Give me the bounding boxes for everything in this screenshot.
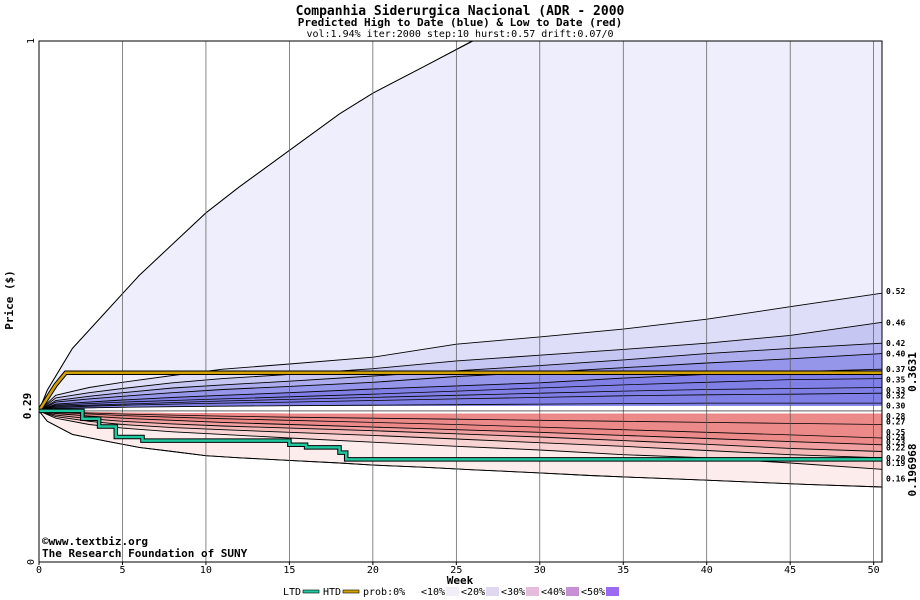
ltd-value-label: 0.196968	[906, 444, 919, 497]
red-quantile-line-1	[39, 410, 882, 425]
x-tick-label-35: 35	[617, 565, 629, 576]
legend-swatch-6	[566, 587, 579, 596]
x-axis-label: Week	[447, 574, 474, 587]
y-axis-label: Price ($)	[3, 270, 16, 330]
legend-swatch-5	[526, 587, 539, 596]
blue-quantile-line-1	[39, 387, 882, 412]
series-lines	[39, 370, 882, 462]
chart-params: vol:1.94% iter:2000 step:10 hurst:0.57 d…	[306, 29, 613, 40]
right-label-16: 0.19	[886, 459, 905, 468]
x-tick-label-15: 15	[283, 565, 295, 576]
y-tick-label-1: 1	[26, 38, 37, 44]
blue-band-edge-4	[39, 353, 882, 412]
x-tick-label-50: 50	[868, 565, 880, 576]
outer-lower-line	[39, 410, 882, 488]
right-label-17: 0.16	[886, 475, 905, 484]
legend-label-1: HTD	[323, 587, 341, 598]
right-label-0: 0.52	[886, 287, 905, 296]
right-label-12: 0.24	[886, 433, 905, 442]
y-tick-label-0: 0	[26, 559, 37, 565]
blue-quantile-line-3	[39, 402, 882, 412]
right-value-labels: 0.52 0.46 0.42 0.40 0.37 0.350.330.32 0.300.28…	[886, 287, 905, 484]
right-label-14: 0.22	[886, 443, 905, 452]
outer-upper-line	[39, 41, 534, 412]
x-tick-label-0: 0	[36, 565, 42, 576]
right-label-3: 0.40	[886, 350, 905, 359]
red-band-edge-2	[39, 410, 882, 459]
x-tick-label-40: 40	[701, 565, 713, 576]
ltd-line	[39, 409, 882, 461]
blue-quantile-line-0	[39, 378, 882, 412]
chart-title: Companhia Siderurgica Nacional (ADR - 20…	[296, 4, 625, 19]
grid-lines	[39, 41, 882, 562]
x-tick-labels: 0 5 10 15 20 25 30 35 40 45 50	[36, 562, 880, 576]
legend-label-3: <10%	[421, 587, 445, 598]
legend-label-5: <30%	[501, 587, 525, 598]
legend-label-2: prob:0%	[363, 587, 405, 598]
blue-quantile-line-2	[39, 392, 882, 412]
x-tick-label-30: 30	[534, 565, 546, 576]
x-tick-label-25: 25	[450, 565, 462, 576]
right-label-6: 0.33	[886, 386, 905, 395]
legend-label-4: <20%	[461, 587, 485, 598]
htd-value-label: 0.3631	[906, 352, 919, 392]
right-label-5: 0.35	[886, 376, 905, 385]
x-tick-label-45: 45	[784, 565, 796, 576]
legend-swatch-0	[302, 589, 320, 594]
blue-band-edge-3	[39, 342, 882, 412]
y-tick-labels: 10	[26, 38, 37, 565]
x-tick-label-5: 5	[119, 565, 125, 576]
legend-swatch-7	[606, 587, 619, 596]
right-label-2: 0.42	[886, 339, 905, 348]
x-tick-label-20: 20	[367, 565, 379, 576]
right-label-13: 0.23	[886, 438, 905, 447]
legend-swatch-2	[406, 587, 419, 596]
right-label-7: 0.32	[886, 391, 905, 400]
legend-swatch-3	[446, 587, 459, 596]
right-label-9: 0.28	[886, 412, 905, 421]
plot-frame	[38, 40, 883, 563]
legend-label-7: <50%	[581, 587, 605, 598]
right-label-8: 0.30	[886, 402, 905, 411]
legend-label-6: <40%	[541, 587, 565, 598]
right-label-4: 0.37	[886, 365, 905, 374]
right-label-11: 0.25	[886, 428, 905, 437]
legend-swatch-1	[342, 589, 360, 594]
right-label-15: 0.20	[886, 454, 905, 463]
red-quantile-line-0	[39, 410, 882, 439]
credit-line-2: The Research Foundation of SUNY	[42, 547, 248, 560]
blue-band-edge-1	[39, 292, 882, 412]
current-price-label: 0.29	[21, 393, 34, 420]
blue-band-0	[39, 41, 882, 411]
legend-label-0: LTD	[283, 587, 301, 598]
credit-line-1: ©www.textbiz.org	[42, 535, 148, 548]
chart-subtitle: Predicted High to Date (blue) & Low to D…	[298, 16, 623, 29]
legend: LTD HTD prob:0% <10% <20% <30% <40% <50%	[283, 587, 619, 598]
right-label-10: 0.27	[886, 417, 905, 426]
legend-swatch-4	[486, 587, 499, 596]
right-label-1: 0.46	[886, 318, 905, 327]
x-tick-label-10: 10	[200, 565, 212, 576]
htd-line	[39, 371, 882, 412]
